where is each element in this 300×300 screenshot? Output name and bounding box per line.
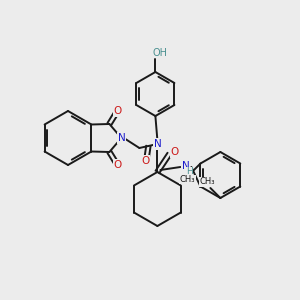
Text: H: H (186, 167, 193, 176)
Text: O: O (141, 156, 149, 166)
Text: CH₃: CH₃ (200, 178, 215, 187)
Text: OH: OH (153, 48, 168, 58)
Text: N: N (118, 133, 125, 143)
Text: O: O (113, 160, 122, 170)
Text: O: O (170, 147, 178, 157)
Text: N: N (154, 139, 161, 149)
Text: CH₃: CH₃ (180, 175, 195, 184)
Text: N: N (182, 161, 189, 171)
Text: O: O (113, 106, 122, 116)
